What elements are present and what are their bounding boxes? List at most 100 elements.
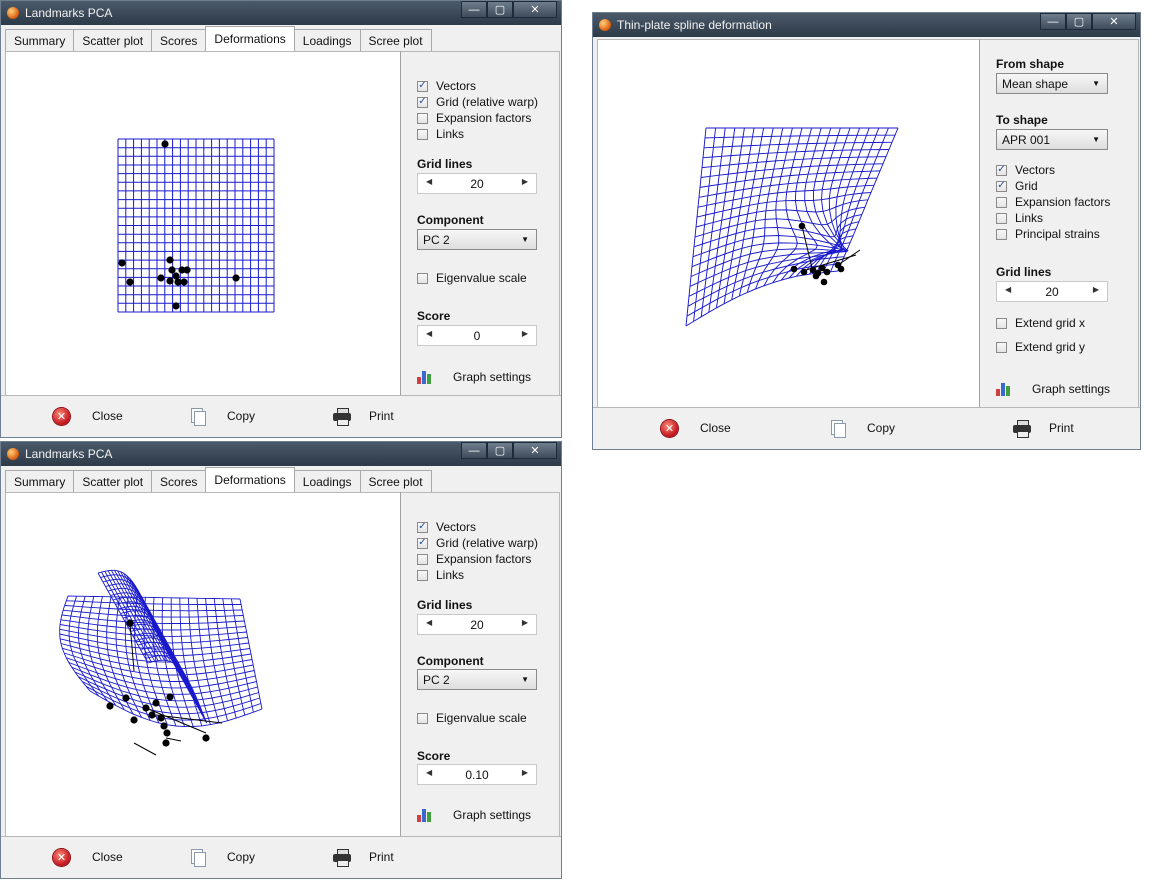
- tab-scatter-plot[interactable]: Scatter plot: [73, 470, 153, 492]
- print-button[interactable]: Print: [1013, 418, 1074, 438]
- checkbox-label: Grid (relative warp): [436, 95, 539, 109]
- eigenvalue-scale-checkbox[interactable]: Eigenvalue scale: [417, 271, 527, 285]
- close-window-button[interactable]: ✕: [1092, 13, 1136, 30]
- eigenvalue-scale-checkbox[interactable]: Eigenvalue scale: [417, 711, 527, 725]
- title-bar[interactable]: Landmarks PCA — ▢ ✕: [1, 442, 561, 466]
- graph-settings-button[interactable]: Graph settings: [417, 806, 531, 824]
- links-checkbox[interactable]: Links: [417, 127, 464, 141]
- score-stepper[interactable]: ◀ 0 ▶: [417, 325, 537, 346]
- grid-line: [147, 659, 208, 724]
- landmark-point: [126, 278, 134, 286]
- tab-loadings[interactable]: Loadings: [293, 470, 361, 492]
- tab-deformations[interactable]: Deformations: [205, 26, 295, 51]
- decrement-arrow-icon[interactable]: ◀: [1005, 285, 1012, 294]
- principal-strains-checkbox[interactable]: Principal strains: [996, 227, 1100, 241]
- grid-line: [156, 632, 208, 724]
- print-button[interactable]: Print: [333, 847, 394, 867]
- maximize-button[interactable]: ▢: [487, 442, 513, 459]
- printer-icon: [333, 408, 351, 426]
- minimize-button[interactable]: —: [461, 1, 487, 18]
- window-title: Landmarks PCA: [25, 447, 113, 461]
- bar-chart-icon: [996, 382, 1012, 396]
- checkbox-label: Eigenvalue scale: [436, 271, 527, 285]
- increment-arrow-icon[interactable]: ▶: [521, 768, 528, 777]
- grid-checkbox[interactable]: ✓ Grid (relative warp): [417, 95, 538, 109]
- copy-label: Copy: [867, 421, 896, 435]
- close-window-button[interactable]: ✕: [513, 442, 557, 459]
- close-label: Close: [92, 409, 123, 423]
- decrement-arrow-icon[interactable]: ◀: [426, 768, 433, 777]
- print-button[interactable]: Print: [333, 406, 394, 426]
- options-panel: ✓ Vectors ✓ Grid (relative warp) Expansion…: [400, 492, 560, 838]
- close-button[interactable]: ✕ Close: [53, 847, 123, 867]
- pca-window-1: Landmarks PCA — ▢ ✕ Summary Scatter plot…: [0, 0, 562, 438]
- increment-arrow-icon[interactable]: ▶: [1092, 285, 1099, 294]
- title-bar[interactable]: Landmarks PCA — ▢ ✕: [1, 1, 561, 25]
- extend-grid-y-checkbox[interactable]: Extend grid y: [996, 340, 1085, 354]
- close-button[interactable]: ✕ Close: [53, 406, 123, 426]
- graph-settings-button[interactable]: Graph settings: [996, 380, 1110, 398]
- copy-button[interactable]: Copy: [831, 418, 895, 438]
- expansion-factors-checkbox[interactable]: Expansion factors: [417, 552, 531, 566]
- decrement-arrow-icon[interactable]: ◀: [426, 618, 433, 627]
- minimize-button[interactable]: —: [1040, 13, 1066, 30]
- vectors-checkbox[interactable]: ✓ Vectors: [996, 163, 1055, 177]
- tab-scree-plot[interactable]: Scree plot: [359, 470, 432, 492]
- copy-button[interactable]: Copy: [191, 847, 255, 867]
- from-shape-select[interactable]: Mean shape ▼: [996, 73, 1108, 94]
- decrement-arrow-icon[interactable]: ◀: [426, 329, 433, 338]
- maximize-button[interactable]: ▢: [1066, 13, 1092, 30]
- grid-lines-stepper[interactable]: ◀ 20 ▶: [417, 173, 537, 194]
- extend-grid-x-checkbox[interactable]: Extend grid x: [996, 316, 1085, 330]
- expansion-factors-checkbox[interactable]: Expansion factors: [417, 111, 531, 125]
- component-select[interactable]: PC 2 ▼: [417, 229, 537, 250]
- increment-arrow-icon[interactable]: ▶: [521, 177, 528, 186]
- grid-lines-value: 20: [470, 618, 484, 632]
- tab-scatter-plot[interactable]: Scatter plot: [73, 29, 153, 51]
- expansion-factors-checkbox[interactable]: Expansion factors: [996, 195, 1110, 209]
- close-window-button[interactable]: ✕: [513, 1, 557, 18]
- landmark-point: [798, 222, 806, 230]
- title-bar[interactable]: Thin-plate spline deformation — ▢ ✕: [593, 13, 1140, 37]
- grid-lines-stepper[interactable]: ◀ 20 ▶: [996, 281, 1108, 302]
- checkbox-label: Expansion factors: [436, 111, 532, 125]
- vectors-checkbox[interactable]: ✓ Vectors: [417, 79, 476, 93]
- maximize-button[interactable]: ▢: [487, 1, 513, 18]
- grid-line: [772, 127, 818, 284]
- grid-lines-value: 20: [470, 177, 484, 191]
- tab-scores[interactable]: Scores: [151, 29, 207, 51]
- tab-loadings[interactable]: Loadings: [293, 29, 361, 51]
- button-bar: ✕ Close Copy Print: [1, 395, 561, 437]
- close-button[interactable]: ✕ Close: [661, 418, 731, 438]
- grid-lines-stepper[interactable]: ◀ 20 ▶: [417, 614, 537, 635]
- landmark-point: [809, 266, 817, 274]
- grid-checkbox[interactable]: ✓ Grid: [996, 179, 1038, 193]
- copy-button[interactable]: Copy: [191, 406, 255, 426]
- decrement-arrow-icon[interactable]: ◀: [426, 177, 433, 186]
- component-select[interactable]: PC 2 ▼: [417, 669, 537, 690]
- landmark-point: [790, 265, 798, 273]
- tab-scores[interactable]: Scores: [151, 470, 207, 492]
- tps-plot[interactable]: [597, 39, 980, 409]
- grid-line: [830, 127, 889, 272]
- to-shape-select[interactable]: APR 001 ▼: [996, 129, 1108, 150]
- links-checkbox[interactable]: Links: [417, 568, 464, 582]
- tab-bar: Summary Scatter plot Scores Deformations…: [5, 467, 432, 492]
- grid-checkbox[interactable]: ✓ Grid (relative warp): [417, 536, 538, 550]
- deformation-plot[interactable]: [5, 492, 401, 838]
- tab-summary[interactable]: Summary: [5, 470, 75, 492]
- deformation-plot[interactable]: [5, 51, 401, 397]
- grid-line: [815, 127, 870, 274]
- links-checkbox[interactable]: Links: [996, 211, 1043, 225]
- increment-arrow-icon[interactable]: ▶: [521, 329, 528, 338]
- score-stepper[interactable]: ◀ 0.10 ▶: [417, 764, 537, 785]
- tab-deformations[interactable]: Deformations: [205, 467, 295, 492]
- copy-label: Copy: [227, 409, 256, 423]
- grid-line: [693, 214, 862, 248]
- graph-settings-button[interactable]: Graph settings: [417, 368, 531, 386]
- minimize-button[interactable]: —: [461, 442, 487, 459]
- tab-scree-plot[interactable]: Scree plot: [359, 29, 432, 51]
- increment-arrow-icon[interactable]: ▶: [521, 618, 528, 627]
- vectors-checkbox[interactable]: ✓ Vectors: [417, 520, 476, 534]
- tab-summary[interactable]: Summary: [5, 29, 75, 51]
